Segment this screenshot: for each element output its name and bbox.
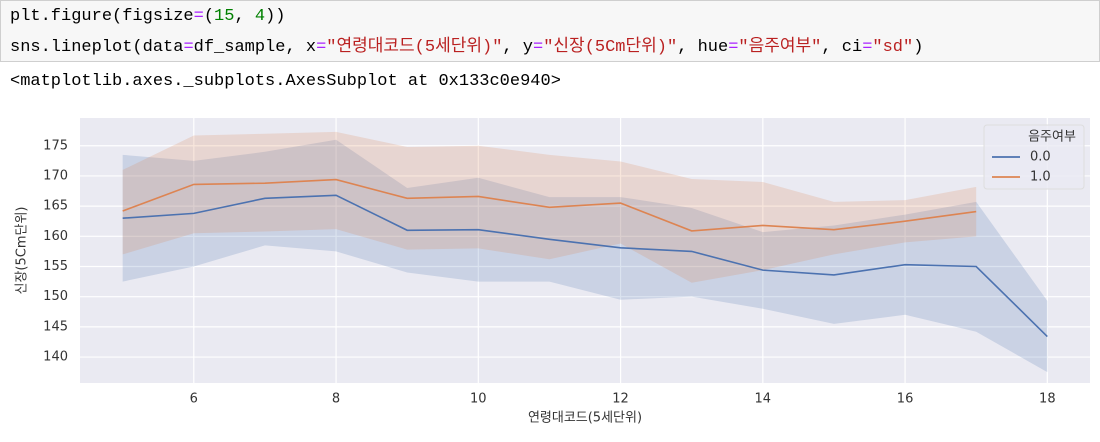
x-axis-label: 연령대코드(5세단위) xyxy=(528,411,642,426)
x-tick-label: 12 xyxy=(612,392,629,407)
code-token: , y xyxy=(502,38,534,57)
y-tick-label: 175 xyxy=(43,138,68,153)
code-token: = xyxy=(193,7,204,26)
y-tick-label: 145 xyxy=(43,319,68,334)
code-token: , hue xyxy=(677,38,729,57)
sd-band xyxy=(122,139,1048,373)
y-tick-label: 155 xyxy=(43,259,68,274)
output-text: <matplotlib.axes._subplots.AxesSubplot a… xyxy=(10,72,561,91)
y-axis-label: 신장(5Cm단위) xyxy=(15,207,30,295)
x-tick-label: 16 xyxy=(897,392,914,407)
code-token: sns.lineplot(data xyxy=(10,38,184,57)
y-tick-label: 170 xyxy=(43,168,68,183)
y-tick-label: 160 xyxy=(43,229,68,244)
code-line: sns.lineplot(data=df_sample, x="연령대코드(5세… xyxy=(10,31,923,57)
series-line xyxy=(122,194,1048,338)
code-token: = xyxy=(728,38,739,57)
code-token: )) xyxy=(265,7,286,26)
code-cell xyxy=(0,0,1100,62)
y-tick-label: 140 xyxy=(43,350,68,365)
legend-label: 1.0 xyxy=(1030,170,1051,185)
x-tick-label: 10 xyxy=(470,392,487,407)
code-token: ) xyxy=(913,38,924,57)
code-line: plt.figure(figsize=(15, 4)) xyxy=(10,7,285,26)
code-token: ( xyxy=(203,7,215,26)
code-token: = xyxy=(862,38,873,57)
code-token: , ci xyxy=(821,38,863,57)
code-token: = xyxy=(533,38,544,57)
code-token: plt.figure(figsize xyxy=(10,7,194,26)
legend-box xyxy=(983,124,1085,190)
code-token: 15 xyxy=(214,7,235,26)
x-tick-label: 8 xyxy=(332,392,340,407)
x-tick-label: 14 xyxy=(755,392,772,407)
code-token: "음주여부" xyxy=(738,38,822,57)
code-token: = xyxy=(316,38,327,57)
code-token: "연령대코드(5세단위)" xyxy=(326,38,503,57)
x-tick-label: 18 xyxy=(1039,392,1056,407)
series-line xyxy=(122,178,977,232)
legend-title: 음주여부 xyxy=(1028,130,1076,145)
legend-label: 0.0 xyxy=(1030,150,1051,165)
y-tick-label: 150 xyxy=(43,289,68,304)
code-token: 4 xyxy=(254,7,266,26)
code-token: "신장(5Cm단위)" xyxy=(543,38,678,57)
code-token: "sd" xyxy=(872,38,914,57)
plot-background xyxy=(80,118,1090,383)
code-token: df_sample, x xyxy=(193,38,317,57)
y-tick-label: 165 xyxy=(43,199,68,214)
code-token: , xyxy=(234,7,255,26)
x-tick-label: 6 xyxy=(190,392,198,407)
code-token: = xyxy=(183,38,194,57)
